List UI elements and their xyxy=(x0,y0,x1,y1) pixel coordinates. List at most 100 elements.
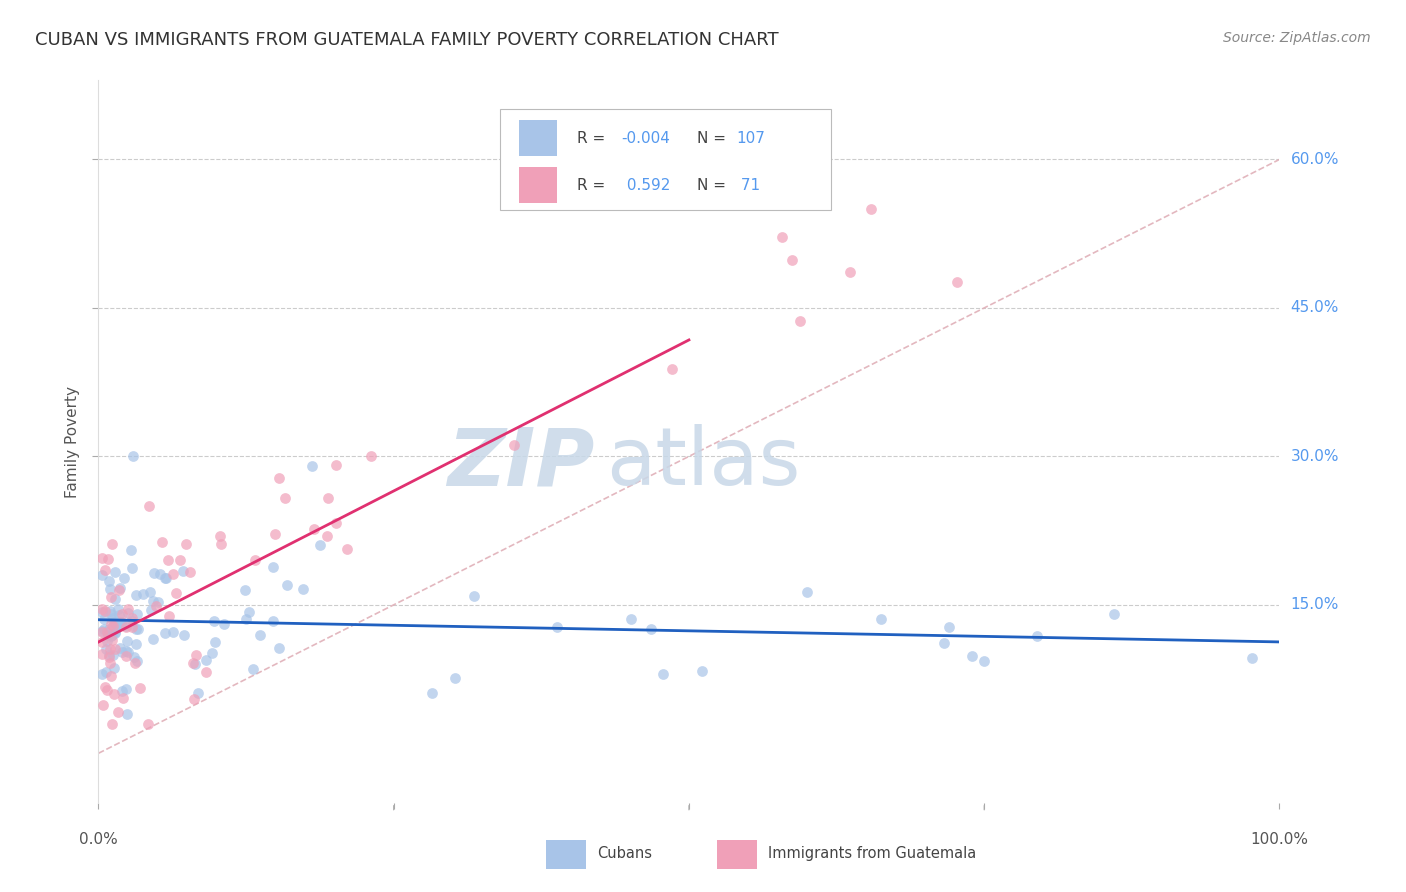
Point xyxy=(98,648,121,663)
Point xyxy=(94,603,117,617)
Point xyxy=(308,538,330,552)
Point xyxy=(125,622,148,636)
Point xyxy=(104,624,127,639)
Point xyxy=(98,605,121,619)
Point xyxy=(165,585,187,599)
Point xyxy=(114,570,136,584)
Point xyxy=(143,566,166,580)
Point xyxy=(96,633,118,648)
Point xyxy=(142,632,165,646)
Point xyxy=(269,641,291,656)
Point xyxy=(101,648,124,663)
Point xyxy=(302,522,325,536)
Point xyxy=(249,628,271,642)
Point xyxy=(960,649,983,664)
Point xyxy=(174,537,197,551)
Point xyxy=(94,665,117,679)
Point xyxy=(1104,607,1126,621)
Point xyxy=(125,588,148,602)
Point xyxy=(115,619,138,633)
Point xyxy=(184,648,207,662)
Point xyxy=(127,623,149,637)
Text: 71: 71 xyxy=(737,178,761,193)
Point xyxy=(121,450,143,464)
Text: Cubans: Cubans xyxy=(596,846,652,861)
Point xyxy=(125,654,148,668)
Point xyxy=(115,618,138,632)
Point xyxy=(94,680,117,694)
Point xyxy=(138,500,160,514)
Point xyxy=(93,622,115,636)
Point xyxy=(263,614,285,628)
Point xyxy=(640,622,662,636)
Point xyxy=(202,614,225,628)
Point xyxy=(187,686,209,700)
Point xyxy=(789,314,811,328)
Point xyxy=(264,527,287,541)
Point xyxy=(1026,629,1049,643)
Point xyxy=(162,624,184,639)
Point xyxy=(100,669,122,683)
Point xyxy=(104,591,127,606)
Point xyxy=(91,698,114,713)
Point xyxy=(121,610,143,624)
Point xyxy=(111,607,134,621)
Text: R =: R = xyxy=(576,178,610,193)
Point xyxy=(269,471,291,485)
Point xyxy=(172,564,194,578)
Point xyxy=(114,649,136,664)
Point xyxy=(120,543,142,558)
Point xyxy=(108,640,131,655)
Point xyxy=(91,605,114,619)
Point xyxy=(690,664,713,678)
Point xyxy=(104,566,127,580)
Point xyxy=(315,529,337,543)
Point xyxy=(136,716,159,731)
Point xyxy=(1240,651,1263,665)
Point xyxy=(153,570,176,584)
Point xyxy=(91,568,114,582)
Text: Source: ZipAtlas.com: Source: ZipAtlas.com xyxy=(1223,31,1371,45)
Point xyxy=(209,536,232,550)
Point xyxy=(145,599,167,614)
Point xyxy=(103,615,125,629)
Point xyxy=(91,602,114,616)
Point xyxy=(91,624,114,639)
Point xyxy=(104,615,127,630)
Point xyxy=(146,594,169,608)
Point xyxy=(93,612,115,626)
Point xyxy=(121,615,143,629)
Point xyxy=(121,620,143,634)
Point xyxy=(98,649,121,664)
Point xyxy=(101,716,124,731)
Point xyxy=(463,589,485,603)
Point xyxy=(103,661,125,675)
Point xyxy=(651,666,673,681)
Point xyxy=(111,691,134,706)
Point xyxy=(91,635,114,649)
Point xyxy=(97,622,120,636)
Point xyxy=(262,559,284,574)
Point xyxy=(179,566,201,580)
Point xyxy=(155,571,177,585)
Point xyxy=(107,602,129,616)
Point xyxy=(100,629,122,643)
FancyBboxPatch shape xyxy=(519,167,557,203)
Point xyxy=(157,608,180,623)
Point xyxy=(97,551,120,566)
Point xyxy=(242,662,264,676)
Text: 107: 107 xyxy=(737,130,765,145)
Text: CUBAN VS IMMIGRANTS FROM GUATEMALA FAMILY POVERTY CORRELATION CHART: CUBAN VS IMMIGRANTS FROM GUATEMALA FAMIL… xyxy=(35,31,779,49)
Point xyxy=(91,648,114,662)
Point xyxy=(101,537,124,551)
Point xyxy=(117,602,139,616)
FancyBboxPatch shape xyxy=(519,120,557,156)
Point xyxy=(98,582,121,596)
Point xyxy=(114,644,136,658)
Point xyxy=(100,590,122,604)
Point xyxy=(973,654,995,668)
Point xyxy=(97,627,120,641)
Point xyxy=(104,642,127,657)
Point xyxy=(153,626,176,640)
Point xyxy=(243,553,266,567)
